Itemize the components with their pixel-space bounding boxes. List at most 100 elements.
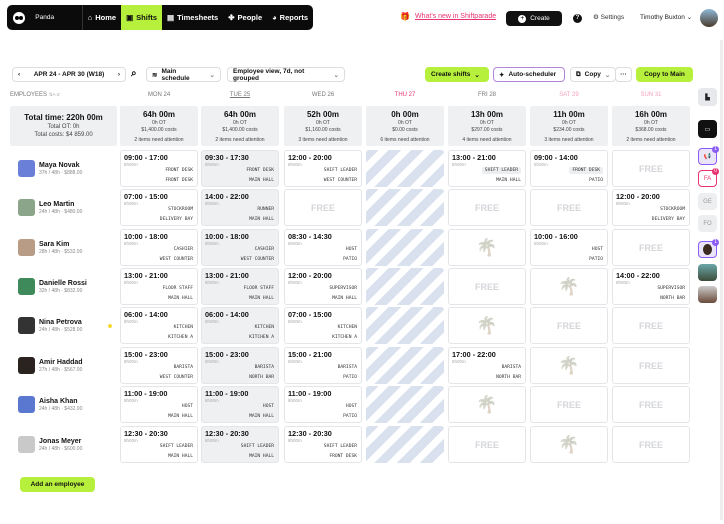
day-attention[interactable]: 4 items need attention (462, 137, 512, 143)
employee-row[interactable]: Danielle Rossi 32h / 48h · $832.00 (18, 278, 87, 295)
employee-row[interactable]: Leo Martin 24h / 48h · $480.00 (18, 199, 82, 216)
schedule-select[interactable]: ≋ Main schedule ⌄ (146, 67, 221, 82)
shift-card[interactable]: 09:00 - 17:00 8h00m FRONT DESK FRONT DESK (120, 150, 198, 187)
employee-row[interactable]: Jonas Meyer 24h / 48h · $600.00 (18, 436, 82, 453)
shift-card[interactable]: 06:00 - 14:00 8h00m KITCHEN KITCHEN A (120, 307, 198, 344)
free-cell[interactable]: FREE (530, 307, 608, 344)
workspace-name[interactable]: Panda Pockets (35, 5, 83, 46)
shift-card[interactable]: 13:00 - 21:00 8h00m FLOOR STAFF MAIN HALL (201, 268, 279, 305)
shift-card[interactable]: 11:00 - 19:00 8h00m HOST PATIO (284, 386, 362, 423)
free-cell[interactable]: FREE (612, 307, 690, 344)
shift-card[interactable]: 15:00 - 23:00 8h00m BARISTA NORTH BAR (201, 347, 279, 384)
whats-new-link[interactable]: What's new in Shiftparade (415, 13, 497, 20)
sidebar-avatar-2[interactable] (698, 264, 717, 281)
nav-shifts[interactable]: ▣ Shifts (121, 5, 162, 30)
time-off-cell[interactable]: 🌴 (530, 268, 608, 305)
shift-card[interactable]: 06:00 - 14:00 8h00m KITCHEN KITCHEN A (201, 307, 279, 344)
shift-card[interactable]: 12:30 - 20:30 8h00m SHIFT LEADER FRONT DESK (284, 426, 362, 463)
time-off-cell[interactable]: 🌴 (448, 386, 526, 423)
shift-card[interactable]: 12:00 - 20:00 8h00m STOCKROOM DELIVERY BAY (612, 189, 690, 226)
employee-row[interactable]: Aisha Khan 24h / 48h · $432.00 (18, 396, 82, 413)
sidebar-avatar-3[interactable] (698, 286, 717, 303)
shift-card[interactable]: 12:00 - 20:00 8h00m SUPERVISOR MAIN HALL (284, 268, 362, 305)
day-attention[interactable]: 2 items need attention (215, 137, 265, 143)
shift-card[interactable]: 15:00 - 23:00 8h00m BARISTA WEST COUNTER (120, 347, 198, 384)
create-button[interactable]: + Create (506, 11, 562, 26)
shift-card[interactable]: 12:30 - 20:30 8h00m SHIFT LEADER MAIN HALL (120, 426, 198, 463)
sidebar-avatar-1[interactable]: 1 (698, 239, 719, 258)
nav-reports[interactable]: ◕ Reports (267, 5, 313, 30)
shift-card[interactable]: 13:00 - 21:00 8h00m FLOOR STAFF MAIN HALL (120, 268, 198, 305)
nav-people[interactable]: ✤ People (223, 5, 267, 30)
shift-card[interactable]: 14:00 - 22:00 8h00m SUPERVISOR NORTH BAR (612, 268, 690, 305)
time-off-cell[interactable]: 🌴 (448, 229, 526, 266)
free-cell[interactable]: FREE (448, 426, 526, 463)
employee-row[interactable]: Sara Kim 28h / 48h · $532.00 (18, 239, 82, 256)
day-header[interactable]: FRI 28 (477, 92, 496, 98)
shift-card[interactable]: 12:00 - 20:00 8h00m SHIFT LEADER WEST COUNT… (284, 150, 362, 187)
sidebar-item-fo[interactable]: FO (698, 215, 717, 232)
nav-home[interactable]: ⌂ Home (83, 5, 121, 30)
free-cell[interactable]: FREE (284, 189, 362, 226)
prev-week-icon[interactable]: ‹ (18, 71, 21, 78)
shift-card[interactable]: 13:00 - 21:00 8h00m SHIFT LEADER MAIN HALL (448, 150, 526, 187)
add-employee-button[interactable]: Add an employee (20, 477, 95, 492)
nav-timesheets[interactable]: ▤ Timesheets (162, 5, 223, 30)
sort-button[interactable]: ⇅A-Z (48, 92, 60, 97)
shift-card[interactable]: 12:30 - 20:30 8h00m SHIFT LEADER MAIN HALL (201, 426, 279, 463)
shift-card[interactable]: 11:00 - 19:00 8h00m HOST MAIN HALL (201, 386, 279, 423)
auto-scheduler-button[interactable]: ✦ Auto-scheduler (493, 67, 565, 82)
chat-icon[interactable]: ▭ (698, 120, 717, 138)
day-header[interactable]: WED 26 (311, 92, 335, 98)
free-cell[interactable]: FREE (612, 150, 690, 187)
week-label[interactable]: APR 24 - APR 30 (W18) (33, 71, 105, 78)
shift-card[interactable]: 17:00 - 22:00 5h00m BARISTA NORTH BAR (448, 347, 526, 384)
user-avatar[interactable] (700, 9, 718, 27)
more-button[interactable]: ··· (615, 67, 632, 82)
copy-button[interactable]: ⧉ Copy ⌄ (570, 67, 616, 82)
day-header[interactable]: TUE 25 (229, 92, 251, 98)
employee-row[interactable]: Nina Petrova 24h / 48h · $528.00 (18, 317, 82, 334)
free-cell[interactable]: FREE (530, 386, 608, 423)
shift-card[interactable]: 09:30 - 17:30 8h00m FRONT DESK MAIN HALL (201, 150, 279, 187)
create-shifts-button[interactable]: Create shifts ⌄ (425, 67, 489, 82)
employee-row[interactable]: Amir Haddad 27h / 48h · $567.00 (18, 357, 83, 374)
day-attention[interactable]: 3 items need attention (298, 137, 348, 143)
free-cell[interactable]: FREE (530, 189, 608, 226)
announcements-icon[interactable]: 📢 1 (698, 146, 719, 165)
sidebar-item-fa[interactable]: FA 0 (698, 168, 719, 187)
shift-card[interactable]: 08:30 - 14:30 6h00m HOST PATIO (284, 229, 362, 266)
view-select[interactable]: Employee view, 7d, not grouped ⌄ (227, 67, 345, 82)
day-header[interactable]: MON 24 (147, 92, 171, 98)
day-header[interactable]: SAT 29 (559, 92, 579, 98)
copy-to-main-button[interactable]: Copy to Main (636, 67, 693, 82)
day-attention[interactable]: 6 items need attention (380, 137, 430, 143)
user-menu[interactable]: Timothy Buxton ⌄ (640, 13, 692, 21)
sidebar-item-ge[interactable]: GE (698, 193, 717, 210)
employee-row[interactable]: Maya Novak 37h / 48h · $888.00 (18, 160, 82, 177)
free-cell[interactable]: FREE (448, 189, 526, 226)
day-attention[interactable]: 2 items need attention (134, 137, 184, 143)
shift-card[interactable]: 10:00 - 18:00 8h00m CASHIER WEST COUNTER (120, 229, 198, 266)
panel-toggle-icon[interactable]: ▙ (698, 88, 717, 106)
shift-card[interactable]: 07:00 - 15:00 8h00m STOCKROOM DELIVERY BAY (120, 189, 198, 226)
settings-button[interactable]: ⚙ Settings (593, 13, 624, 21)
shift-card[interactable]: 11:00 - 19:00 8h00m HOST MAIN HALL (120, 386, 198, 423)
help-icon[interactable]: ? (573, 14, 582, 23)
next-week-icon[interactable]: › (117, 71, 120, 78)
free-cell[interactable]: FREE (448, 268, 526, 305)
shift-card[interactable]: 10:00 - 18:00 8h00m CASHIER WEST COUNTER (201, 229, 279, 266)
free-cell[interactable]: FREE (612, 347, 690, 384)
shift-card[interactable]: 15:00 - 21:00 6h00m BARISTA PATIO (284, 347, 362, 384)
scrollbar[interactable] (720, 40, 723, 520)
shift-card[interactable]: 07:00 - 15:00 8h00m KITCHEN KITCHEN A (284, 307, 362, 344)
time-off-cell[interactable]: 🌴 (530, 347, 608, 384)
day-attention[interactable]: 3 items need attention (544, 137, 594, 143)
day-attention[interactable]: 2 items need attention (626, 137, 676, 143)
day-header[interactable]: THU 27 (394, 92, 416, 98)
time-off-cell[interactable]: 🌴 (530, 426, 608, 463)
free-cell[interactable]: FREE (612, 229, 690, 266)
shift-card[interactable]: 14:00 - 22:00 8h00m RUNNER MAIN HALL (201, 189, 279, 226)
search-icon[interactable]: ⌕ (131, 68, 137, 79)
shift-card[interactable]: 10:00 - 16:00 6h00m HOST PATIO (530, 229, 608, 266)
